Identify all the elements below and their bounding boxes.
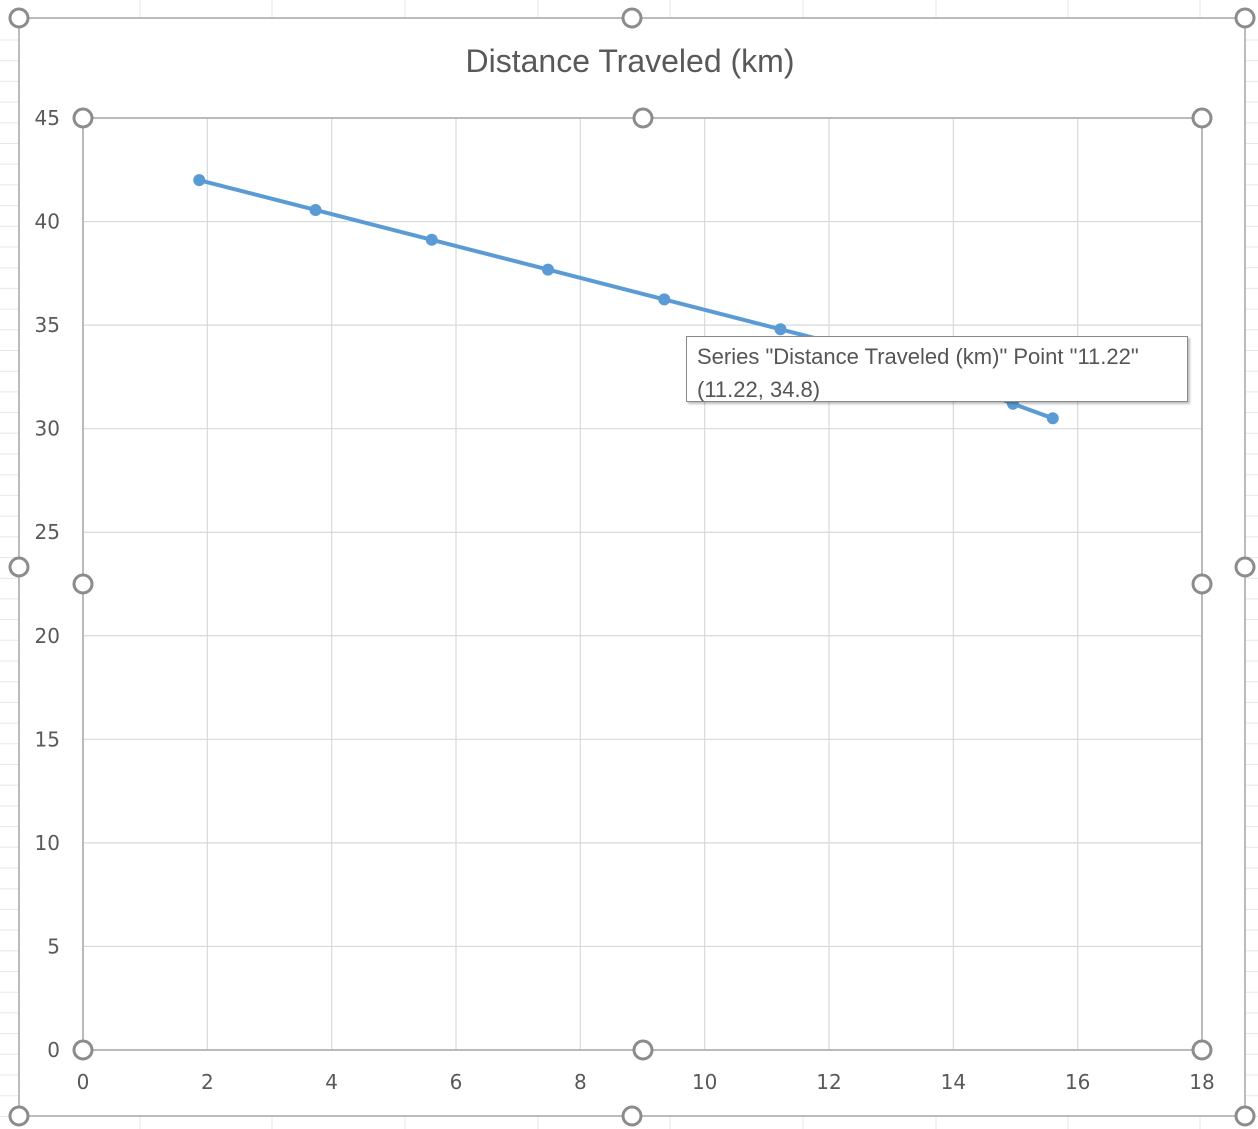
chart-area-resize-handle[interactable] — [1234, 556, 1256, 578]
x-axis-tick-labels[interactable]: 0 2 4 6 8 10 12 14 16 18 — [77, 1070, 1215, 1094]
y-tick-label: 15 — [35, 727, 60, 751]
x-tick-label: 14 — [941, 1070, 966, 1094]
data-point[interactable] — [774, 323, 787, 336]
tooltip-series-line: Series "Distance Traveled (km)" Point "1… — [697, 344, 1139, 369]
x-tick-label: 6 — [450, 1070, 463, 1094]
y-tick-label: 0 — [47, 1038, 60, 1062]
chart-area-resize-handle[interactable] — [1234, 7, 1256, 29]
data-point[interactable] — [425, 233, 438, 246]
plot-area-resize-handle[interactable] — [72, 573, 94, 595]
y-axis-tick-labels[interactable]: 0 5 10 15 20 25 30 35 40 45 — [35, 106, 60, 1062]
x-tick-label: 18 — [1189, 1070, 1214, 1094]
y-tick-label: 20 — [35, 624, 60, 648]
x-tick-label: 4 — [325, 1070, 338, 1094]
y-tick-label: 40 — [35, 210, 60, 234]
x-tick-label: 16 — [1065, 1070, 1090, 1094]
x-tick-label: 10 — [692, 1070, 717, 1094]
plot-area-resize-handle[interactable] — [72, 107, 94, 129]
selection-handles[interactable] — [8, 7, 1256, 1127]
plot-area-resize-handle[interactable] — [1191, 107, 1213, 129]
chart-title[interactable]: Distance Traveled (km) — [466, 43, 795, 79]
plot-area-resize-handle[interactable] — [72, 1039, 94, 1061]
y-tick-label: 35 — [35, 313, 60, 337]
x-tick-label: 2 — [201, 1070, 214, 1094]
data-point[interactable] — [309, 203, 322, 216]
y-tick-label: 10 — [35, 831, 60, 855]
tooltip-value-line: (11.22, 34.8) — [697, 377, 821, 402]
chart-area-resize-handle[interactable] — [621, 7, 643, 29]
chart-area-resize-handle[interactable] — [1234, 1105, 1256, 1127]
data-point[interactable] — [193, 174, 206, 187]
data-point[interactable] — [1046, 412, 1059, 425]
x-tick-label: 8 — [574, 1070, 587, 1094]
data-point[interactable] — [658, 293, 671, 306]
data-point[interactable] — [542, 263, 555, 276]
plot-area-resize-handle[interactable] — [632, 107, 654, 129]
y-tick-label: 5 — [47, 934, 60, 958]
chart-area-resize-handle[interactable] — [8, 7, 30, 29]
y-tick-label: 45 — [35, 106, 60, 130]
chart-area-resize-handle[interactable] — [621, 1105, 643, 1127]
plot-area-resize-handle[interactable] — [1191, 573, 1213, 595]
data-point-tooltip: Series "Distance Traveled (km)" Point "1… — [686, 336, 1188, 402]
x-tick-label: 0 — [77, 1070, 90, 1094]
plot-area-resize-handle[interactable] — [1191, 1039, 1213, 1061]
chart-area-resize-handle[interactable] — [8, 556, 30, 578]
chart-area[interactable] — [18, 17, 1246, 1117]
chart-area-resize-handle[interactable] — [8, 1105, 30, 1127]
x-tick-label: 12 — [816, 1070, 841, 1094]
plot-area-resize-handle[interactable] — [632, 1039, 654, 1061]
y-tick-label: 25 — [35, 520, 60, 544]
y-tick-label: 30 — [35, 417, 60, 441]
